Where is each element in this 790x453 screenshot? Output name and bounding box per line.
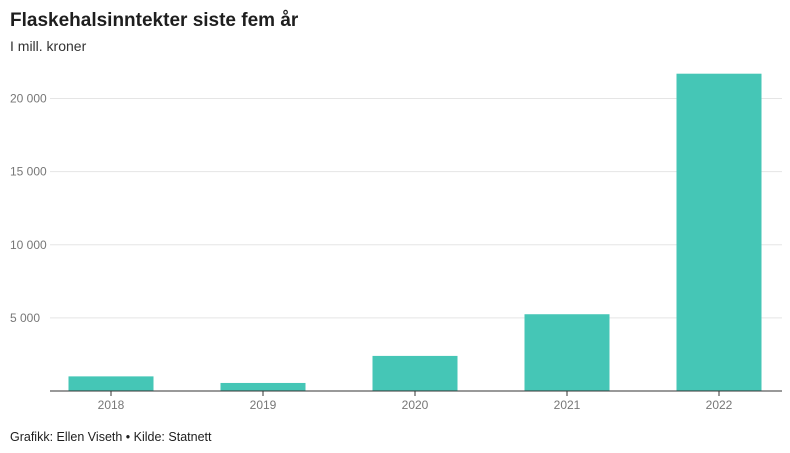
bars [68,73,762,391]
x-tick-label: 2022 [706,398,733,412]
y-tick-label: 5 000 [10,311,40,325]
x-axis-ticks: 2018 2019 2020 2021 2022 [98,391,733,412]
chart-title: Flaskehalsinntekter siste fem år [10,10,299,31]
x-tick-label: 2018 [98,398,125,412]
y-tick-label: 20 000 [10,92,47,106]
x-tick-label: 2019 [250,398,277,412]
bar-2018 [68,376,154,391]
bar-2019 [220,382,306,391]
gridlines [50,98,782,319]
y-tick-label: 15 000 [10,165,47,179]
y-tick-label: 10 000 [10,238,47,252]
bar-2021 [524,314,610,391]
chart-subtitle: I mill. kroner [10,38,87,54]
bar-2022 [676,73,762,391]
x-tick-label: 2021 [554,398,581,412]
chart-credit: Grafikk: Ellen Viseth • Kilde: Statnett [10,430,212,444]
bar-2020 [372,355,458,391]
x-tick-label: 2020 [402,398,429,412]
y-axis-ticks: 5 000 10 000 15 000 20 000 [10,92,47,325]
